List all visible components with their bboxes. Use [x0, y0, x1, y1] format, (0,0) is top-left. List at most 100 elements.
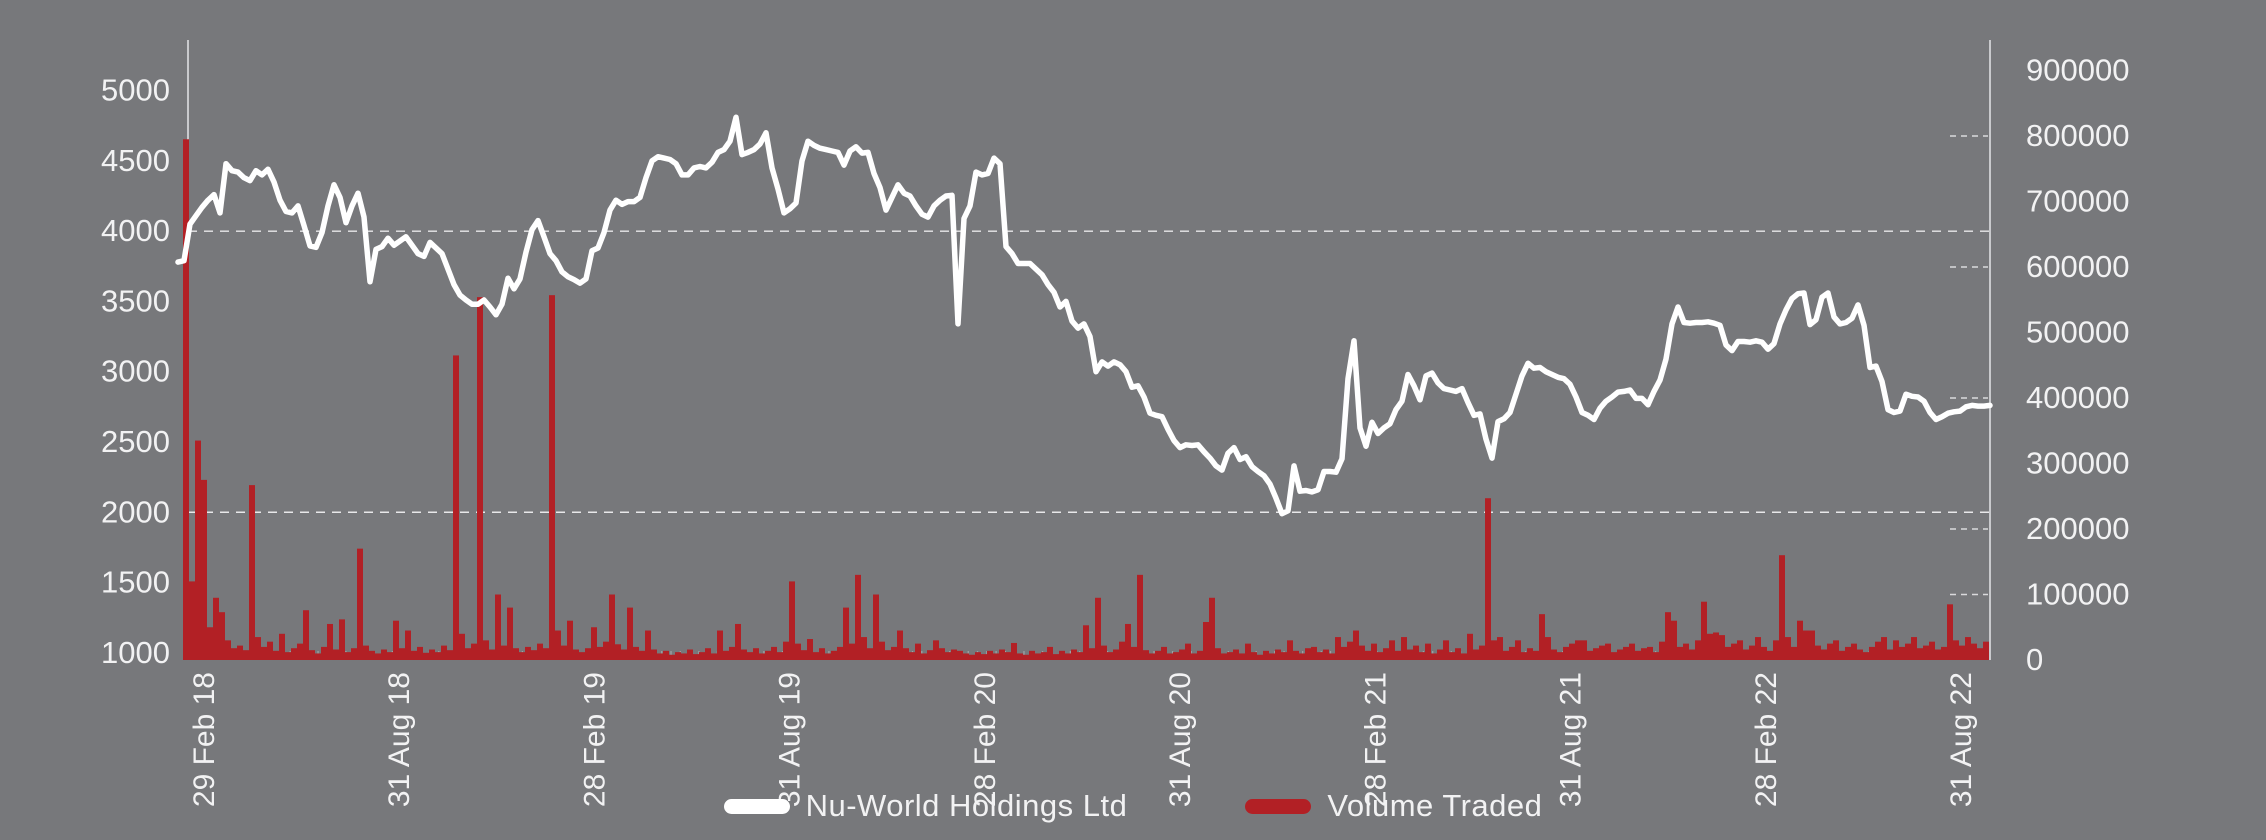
- volume-bar: [1629, 643, 1635, 660]
- volume-bar: [1725, 646, 1731, 660]
- volume-bar: [471, 643, 477, 660]
- volume-bar: [669, 654, 675, 660]
- volume-bar: [627, 607, 633, 660]
- volume-bar: [1299, 653, 1305, 660]
- volume-bar: [1089, 648, 1095, 660]
- right-axis-label: 900000: [2026, 53, 2129, 88]
- right-axis-label: 0: [2026, 642, 2043, 677]
- left-axis-label: 3000: [101, 354, 170, 389]
- volume-bar: [561, 645, 567, 660]
- volume-bar: [1881, 637, 1887, 660]
- volume-bar: [1983, 641, 1989, 660]
- volume-bar: [1155, 650, 1161, 660]
- volume-bar: [1191, 653, 1197, 660]
- volume-bar: [435, 652, 441, 660]
- volume-bar: [633, 646, 639, 660]
- volume-bar: [1293, 650, 1299, 660]
- volume-bar: [585, 648, 591, 660]
- volume-bar: [525, 646, 531, 660]
- volume-bar: [849, 643, 855, 660]
- volume-bar: [513, 648, 519, 660]
- volume-bar: [609, 594, 615, 660]
- volume-bar: [1377, 652, 1383, 660]
- volume-bar: [1719, 635, 1725, 660]
- volume-bar: [1899, 646, 1905, 660]
- volume-bar: [921, 653, 927, 660]
- right-axis-label: 800000: [2026, 118, 2129, 153]
- volume-bar: [1161, 646, 1167, 660]
- volume-bar: [615, 644, 621, 660]
- volume-bar: [1437, 649, 1443, 660]
- volume-bar: [873, 594, 879, 660]
- volume-bar: [417, 646, 423, 660]
- volume-bar: [1413, 645, 1419, 660]
- volume-bar: [1833, 640, 1839, 660]
- volume-bar: [1041, 652, 1047, 660]
- volume-bar: [243, 650, 249, 660]
- volume-bar: [1599, 645, 1605, 660]
- volume-bar: [885, 650, 891, 660]
- volume-bar: [1713, 632, 1719, 660]
- volume-bar: [903, 648, 909, 660]
- left-axis-label: 2500: [101, 424, 170, 459]
- volume-bar: [621, 649, 627, 660]
- volume-bar: [1137, 574, 1143, 660]
- volume-bar: [411, 650, 417, 660]
- volume-bar: [1455, 648, 1461, 660]
- volume-bar: [1641, 648, 1647, 660]
- volume-bar: [1809, 630, 1815, 660]
- legend-label: Nu-World Holdings Ltd: [805, 788, 1128, 823]
- volume-bar: [1215, 648, 1221, 660]
- volume-bar: [1731, 643, 1737, 660]
- volume-bar: [1821, 649, 1827, 660]
- volume-bar: [543, 648, 549, 660]
- x-axis-label: 31 Aug 19: [774, 672, 807, 807]
- left-axis-label: 4000: [101, 213, 170, 248]
- volume-bar: [1905, 643, 1911, 660]
- volume-bar: [771, 646, 777, 660]
- volume-bar: [1011, 642, 1017, 660]
- volume-bar: [1173, 652, 1179, 660]
- volume-bar: [1971, 643, 1977, 660]
- volume-bar: [1311, 646, 1317, 660]
- volume-bar: [237, 645, 243, 660]
- volume-bar: [1605, 643, 1611, 660]
- volume-bar: [267, 641, 273, 660]
- right-axis-label: 500000: [2026, 315, 2129, 350]
- volume-bar: [549, 295, 555, 660]
- volume-bar: [975, 652, 981, 660]
- volume-bar: [327, 623, 333, 660]
- volume-bar: [831, 650, 837, 660]
- volume-bar: [759, 653, 765, 660]
- volume-bar: [1359, 645, 1365, 660]
- volume-bar: [1803, 630, 1809, 660]
- volume-bar: [1689, 649, 1695, 660]
- legend-label: Volume Traded: [1327, 788, 1543, 823]
- volume-bar: [657, 653, 663, 660]
- volume-bar: [1119, 641, 1125, 660]
- volume-bar: [537, 643, 543, 660]
- volume-bar: [1443, 640, 1449, 660]
- volume-bar: [1143, 650, 1149, 660]
- volume-bar: [981, 654, 987, 660]
- volume-bar: [1257, 654, 1263, 660]
- volume-bar: [1401, 637, 1407, 660]
- volume-bar: [951, 649, 957, 660]
- volume-bar: [591, 627, 597, 660]
- volume-bar: [1341, 646, 1347, 660]
- volume-bar: [1185, 643, 1191, 660]
- volume-bar: [1095, 597, 1101, 660]
- volume-bar: [1335, 637, 1341, 660]
- volume-bar: [711, 653, 717, 660]
- volume-bar: [1467, 633, 1473, 660]
- volume-bar: [303, 610, 309, 660]
- volume-bar: [1569, 643, 1575, 660]
- volume-bar: [393, 620, 399, 660]
- volume-bar: [891, 646, 897, 660]
- volume-bar: [453, 355, 459, 660]
- volume-bar: [939, 648, 945, 660]
- volume-bar: [255, 637, 261, 660]
- volume-bar: [213, 597, 219, 660]
- volume-bar: [201, 479, 207, 660]
